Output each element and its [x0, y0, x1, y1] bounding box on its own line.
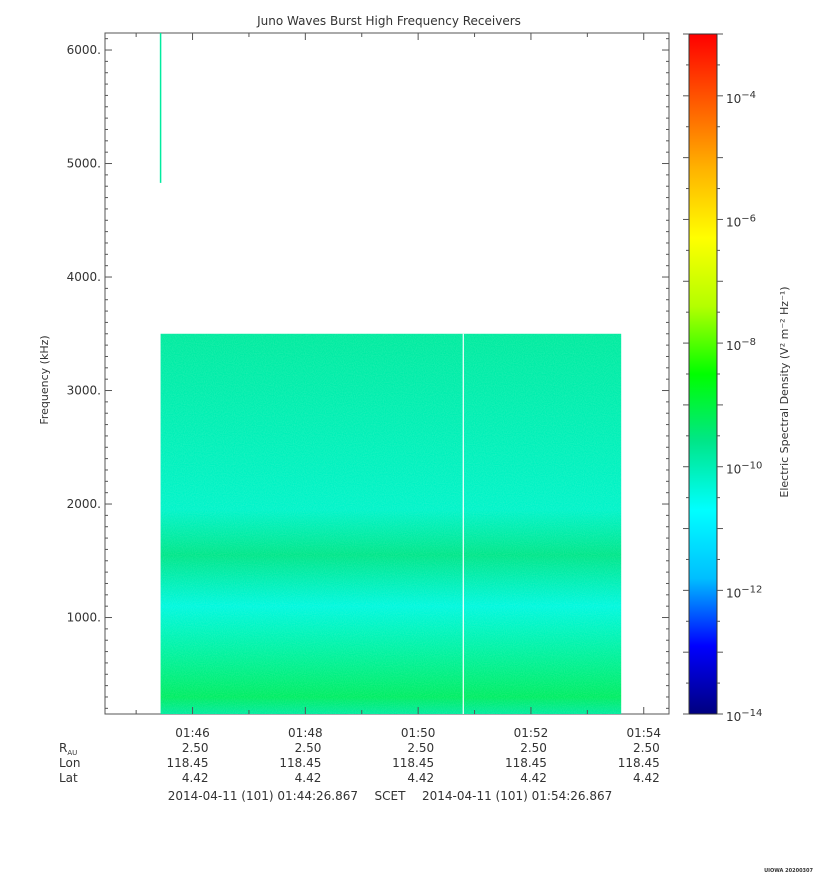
- x-tick-label: 01:54: [626, 726, 661, 740]
- time-range-start: 2014-04-11 (101) 01:44:26.867: [168, 789, 358, 803]
- ephemeris-value: 118.45: [392, 756, 434, 770]
- ephemeris-row-label: Lat: [59, 771, 78, 785]
- time-range-scet: SCET: [375, 789, 407, 803]
- time-range-end: 2014-04-11 (101) 01:54:26.867: [422, 789, 612, 803]
- colorbar-ticks: 10−14 10−12 10−10 10−8 10−6 10−4: [683, 33, 762, 724]
- ephemeris-value: 118.45: [279, 756, 321, 770]
- x-axis: 01:46 01:48 01:50 01:52 01:54: [135, 33, 661, 740]
- y-tick-label: 5000.: [67, 157, 101, 171]
- ephemeris-value: 4.42: [407, 771, 434, 785]
- x-tick-label: 01:48: [288, 726, 323, 740]
- spectral-data-noise: [160, 333, 622, 714]
- ephemeris-value: 2.50: [633, 741, 660, 755]
- ephemeris-row-label: RAU: [59, 741, 77, 757]
- y-tick-label: 2000.: [67, 497, 101, 511]
- colorbar-label: Electric Spectral Density (V² m⁻² Hz⁻¹): [778, 286, 791, 497]
- x-tick-label: 01:46: [175, 726, 210, 740]
- y-axis-label: Frequency (kHz): [38, 335, 51, 424]
- ephemeris-value: 2.50: [520, 741, 547, 755]
- colorbar-tick-label: 10−6: [726, 213, 756, 229]
- ephemeris-row-label: Lon: [59, 756, 80, 770]
- ephemeris-value: 4.42: [633, 771, 660, 785]
- ephemeris-value: 2.50: [407, 741, 434, 755]
- ephemeris-value: 4.42: [520, 771, 547, 785]
- y-tick-label: 3000.: [67, 384, 101, 398]
- y-tick-label: 6000.: [67, 43, 101, 57]
- y-axis: 1000. 2000. 3000. 4000. 5000. 6000.: [67, 38, 669, 709]
- colorbar-tick-label: 10−14: [726, 708, 762, 724]
- ephemeris-value: 118.45: [618, 756, 660, 770]
- ephemeris-value: 4.42: [182, 771, 209, 785]
- ephemeris-table: RAU 2.50 2.50 2.50 2.50 2.50 Lon 118.45 118.45 11…: [59, 741, 660, 785]
- footer-stamp: UIOWA 20200307: [764, 868, 813, 874]
- ephemeris-value: 118.45: [167, 756, 209, 770]
- colorbar-scale: [688, 33, 718, 715]
- data-layer: [159, 33, 622, 714]
- chart-title: Juno Waves Burst High Frequency Receiver…: [256, 14, 521, 28]
- colorbar-tick-label: 10−10: [726, 461, 762, 477]
- x-tick-label: 01:52: [514, 726, 549, 740]
- ephemeris-value: 2.50: [182, 741, 209, 755]
- ephemeris-value: 4.42: [295, 771, 322, 785]
- x-tick-label: 01:50: [401, 726, 436, 740]
- colorbar-tick-label: 10−8: [726, 337, 756, 353]
- time-range-label: 2014-04-11 (101) 01:44:26.867 SCET 2014-…: [168, 789, 613, 803]
- ephemeris-value: 2.50: [295, 741, 322, 755]
- colorbar: 10−14 10−12 10−10 10−8 10−6 10−4: [683, 33, 762, 724]
- colorbar-tick-label: 10−12: [726, 584, 762, 600]
- colorbar-tick-label: 10−4: [726, 90, 756, 106]
- y-tick-label: 4000.: [67, 270, 101, 284]
- plot-area: 01:46 01:48 01:50 01:52 01:54 1000. 2000. 3000…: [67, 32, 670, 740]
- y-tick-label: 1000.: [67, 611, 101, 625]
- ephemeris-value: 118.45: [505, 756, 547, 770]
